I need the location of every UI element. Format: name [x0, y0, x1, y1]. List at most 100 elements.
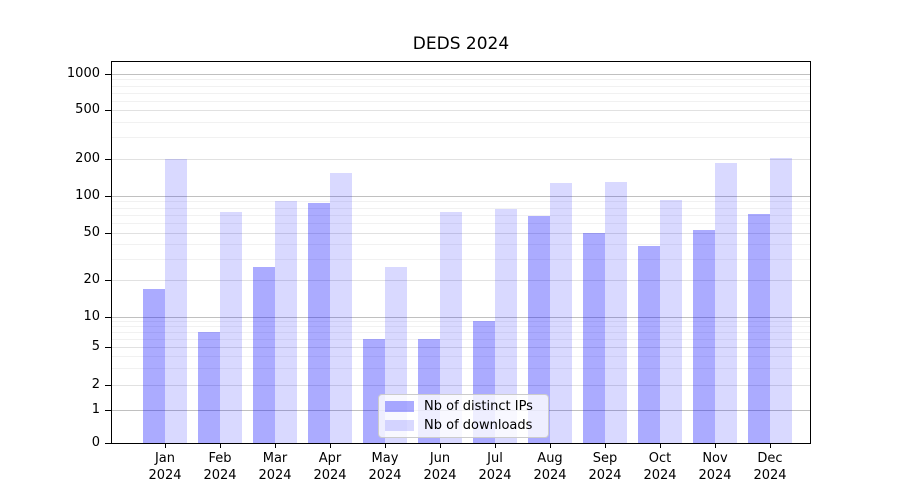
gridline-minor	[112, 326, 810, 328]
y-tick-label: 50	[83, 225, 100, 240]
y-tick-label: 1000	[66, 66, 100, 81]
gridline-minor	[112, 79, 810, 81]
x-tick-label-feb: Feb 2024	[203, 451, 237, 483]
legend-row-ips: Nb of distinct IPs	[379, 399, 548, 415]
gridline-minor	[112, 92, 810, 94]
y-tick-label: 1	[91, 402, 100, 417]
gridline-major	[112, 195, 810, 197]
gridline	[112, 385, 810, 386]
bar-downloads-jul	[495, 209, 517, 443]
gridline-major	[112, 316, 810, 318]
y-tick-label: 200	[75, 151, 100, 167]
chart-title: DEDS 2024	[412, 34, 510, 54]
bar-ips-feb	[198, 332, 220, 443]
x-tick-label-nov: Nov 2024	[698, 451, 732, 483]
x-tick	[275, 444, 276, 448]
y-tick	[105, 195, 111, 197]
bar-downloads-mar	[275, 201, 297, 443]
gridline-minor	[112, 368, 810, 370]
gridline-minor	[112, 137, 810, 139]
gridline-minor	[112, 244, 810, 246]
y-tick-label: 20	[83, 272, 100, 287]
gridline-major	[112, 74, 810, 75]
bar-ips-apr	[308, 202, 330, 443]
gridline-minor	[112, 356, 810, 358]
bar-downloads-aug	[550, 182, 572, 443]
y-tick	[105, 159, 111, 161]
y-tick-label: 10	[83, 308, 100, 324]
y-tick-label: 5	[91, 339, 100, 354]
x-tick-label-oct: Oct 2024	[643, 451, 677, 483]
legend: Nb of distinct IPs Nb of downloads	[378, 394, 549, 438]
gridline-minor	[112, 259, 810, 261]
legend-label-downloads: Nb of downloads	[424, 418, 533, 433]
gridline-minor	[112, 321, 810, 323]
gridline-minor	[112, 214, 810, 216]
bar-downloads-sep	[605, 181, 627, 443]
x-tick-label-apr: Apr 2024	[313, 451, 347, 483]
x-tick-label-sep: Sep 2024	[588, 451, 622, 483]
bar-downloads-oct	[660, 199, 682, 443]
gridline-minor	[112, 207, 810, 209]
x-tick-label-may: May 2024	[368, 451, 402, 483]
bar-ips-dec	[748, 214, 770, 443]
gridline-minor	[112, 332, 810, 334]
y-tick-label: 500	[75, 102, 100, 117]
bar-ips-nov	[693, 229, 715, 443]
x-tick	[440, 444, 441, 448]
y-tick	[105, 233, 111, 234]
x-tick	[220, 444, 221, 448]
y-tick	[105, 443, 111, 444]
x-tick-label-aug: Aug 2024	[533, 451, 567, 483]
gridline	[112, 347, 810, 348]
bar-downloads-nov	[715, 162, 737, 443]
y-tick	[105, 316, 111, 318]
legend-swatch-downloads	[385, 420, 414, 431]
x-tick	[770, 444, 771, 448]
gridline-minor	[112, 100, 810, 102]
x-tick-label-dec: Dec 2024	[753, 451, 787, 483]
legend-swatch-ips	[385, 401, 414, 412]
x-tick-label-mar: Mar 2024	[258, 451, 292, 483]
legend-row-downloads: Nb of downloads	[379, 418, 548, 434]
x-tick	[385, 444, 386, 448]
y-tick	[105, 347, 111, 348]
gridline-minor	[112, 122, 810, 123]
gridline	[112, 233, 810, 234]
gridline-minor	[112, 85, 810, 87]
x-tick-label-jan: Jan 2024	[148, 451, 182, 483]
x-tick	[550, 444, 551, 448]
y-tick	[105, 110, 111, 111]
gridline-minor	[112, 339, 810, 341]
x-tick	[165, 444, 166, 448]
gridline	[112, 110, 810, 111]
bar-downloads-jan	[165, 159, 187, 443]
bar-ips-mar	[253, 266, 275, 443]
gridline-minor	[112, 201, 810, 203]
bar-downloads-dec	[770, 157, 792, 443]
x-tick-label-jun: Jun 2024	[423, 451, 457, 483]
bar-ips-jan	[143, 288, 165, 443]
x-tick	[330, 444, 331, 448]
bar-downloads-apr	[330, 173, 352, 443]
x-tick	[495, 444, 496, 448]
plot-area	[111, 61, 811, 444]
y-tick	[105, 410, 111, 411]
y-tick	[105, 385, 111, 386]
bar-ips-sep	[583, 233, 605, 443]
y-tick-label: 2	[91, 377, 100, 392]
bar-downloads-feb	[220, 211, 242, 443]
gridline	[112, 280, 810, 281]
x-tick	[715, 444, 716, 448]
legend-label-ips: Nb of distinct IPs	[424, 399, 533, 414]
y-tick-label: 0	[91, 435, 100, 450]
x-tick	[660, 444, 661, 448]
bar-ips-oct	[638, 245, 660, 443]
gridline	[112, 159, 810, 161]
y-tick	[105, 280, 111, 281]
gridline-minor	[112, 223, 810, 225]
x-tick	[605, 444, 606, 448]
bar-ips-aug	[528, 216, 550, 443]
y-tick-label: 100	[75, 187, 100, 203]
